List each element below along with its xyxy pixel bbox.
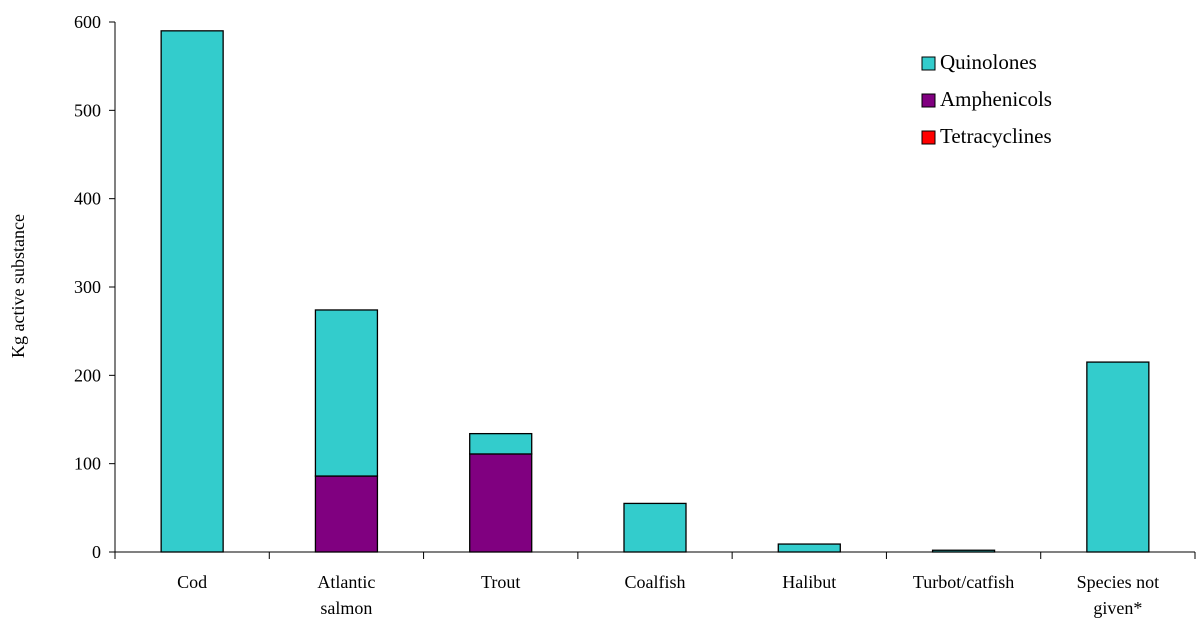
legend: Quinolones Amphenicols Tetracyclines (921, 50, 1052, 148)
bar-quinolones-6 (1086, 361, 1150, 553)
x-category-label-line: Cod (177, 572, 207, 592)
y-tick-label: 600 (74, 12, 101, 32)
bar-quinolones-1 (314, 309, 379, 477)
x-category-label: Halibut (782, 572, 836, 592)
bar-quinolones-0 (160, 30, 224, 553)
legend-swatch-tetracyclines (921, 130, 936, 145)
x-category-label: Cod (177, 572, 207, 592)
x-category-label: Coalfish (625, 572, 686, 592)
y-tick-label: 0 (92, 542, 101, 562)
x-labels: Cod Atlantic salmon Trout Coalfish Halibut Tur… (177, 572, 1159, 618)
bar-quinolones-3 (623, 502, 687, 553)
x-category-label-line: Coalfish (625, 572, 686, 592)
x-category-label-line: Species not (1077, 572, 1160, 592)
y-ticks: 0 100 200 300 400 500 600 (74, 12, 115, 562)
x-category-label-line: Halibut (782, 572, 836, 592)
legend-swatch-quinolones (921, 56, 936, 71)
y-tick-label: 500 (74, 100, 101, 120)
x-category-label-line: salmon (320, 598, 372, 618)
x-category-label-line: Trout (481, 572, 520, 592)
x-category-label-line: given* (1093, 598, 1142, 618)
bar-amphenicols-1 (314, 475, 379, 553)
legend-label-quinolones: Quinolones (940, 50, 1037, 74)
x-category-label-line: Turbot/catfish (913, 572, 1014, 592)
bar-quinolones-2 (469, 432, 533, 455)
x-category-label: Atlantic salmon (317, 572, 375, 618)
y-axis-title: Kg active substance (8, 214, 28, 358)
x-category-label: Species not given* (1077, 572, 1160, 618)
y-tick-label: 100 (74, 454, 101, 474)
x-category-label: Trout (481, 572, 520, 592)
x-category-label-line: Atlantic (317, 572, 375, 592)
x-category-label: Turbot/catfish (913, 572, 1014, 592)
y-tick-label: 300 (74, 277, 101, 297)
y-tick-label: 200 (74, 365, 101, 385)
bar-quinolones-4 (777, 543, 841, 553)
y-axis-title-group: Kg active substance (8, 214, 28, 358)
legend-label-amphenicols: Amphenicols (940, 87, 1052, 111)
y-tick-label: 400 (74, 189, 101, 209)
legend-swatch-amphenicols (921, 93, 936, 108)
legend-label-tetracyclines: Tetracyclines (940, 124, 1052, 148)
bars (160, 30, 1150, 553)
bar-amphenicols-2 (469, 453, 533, 553)
